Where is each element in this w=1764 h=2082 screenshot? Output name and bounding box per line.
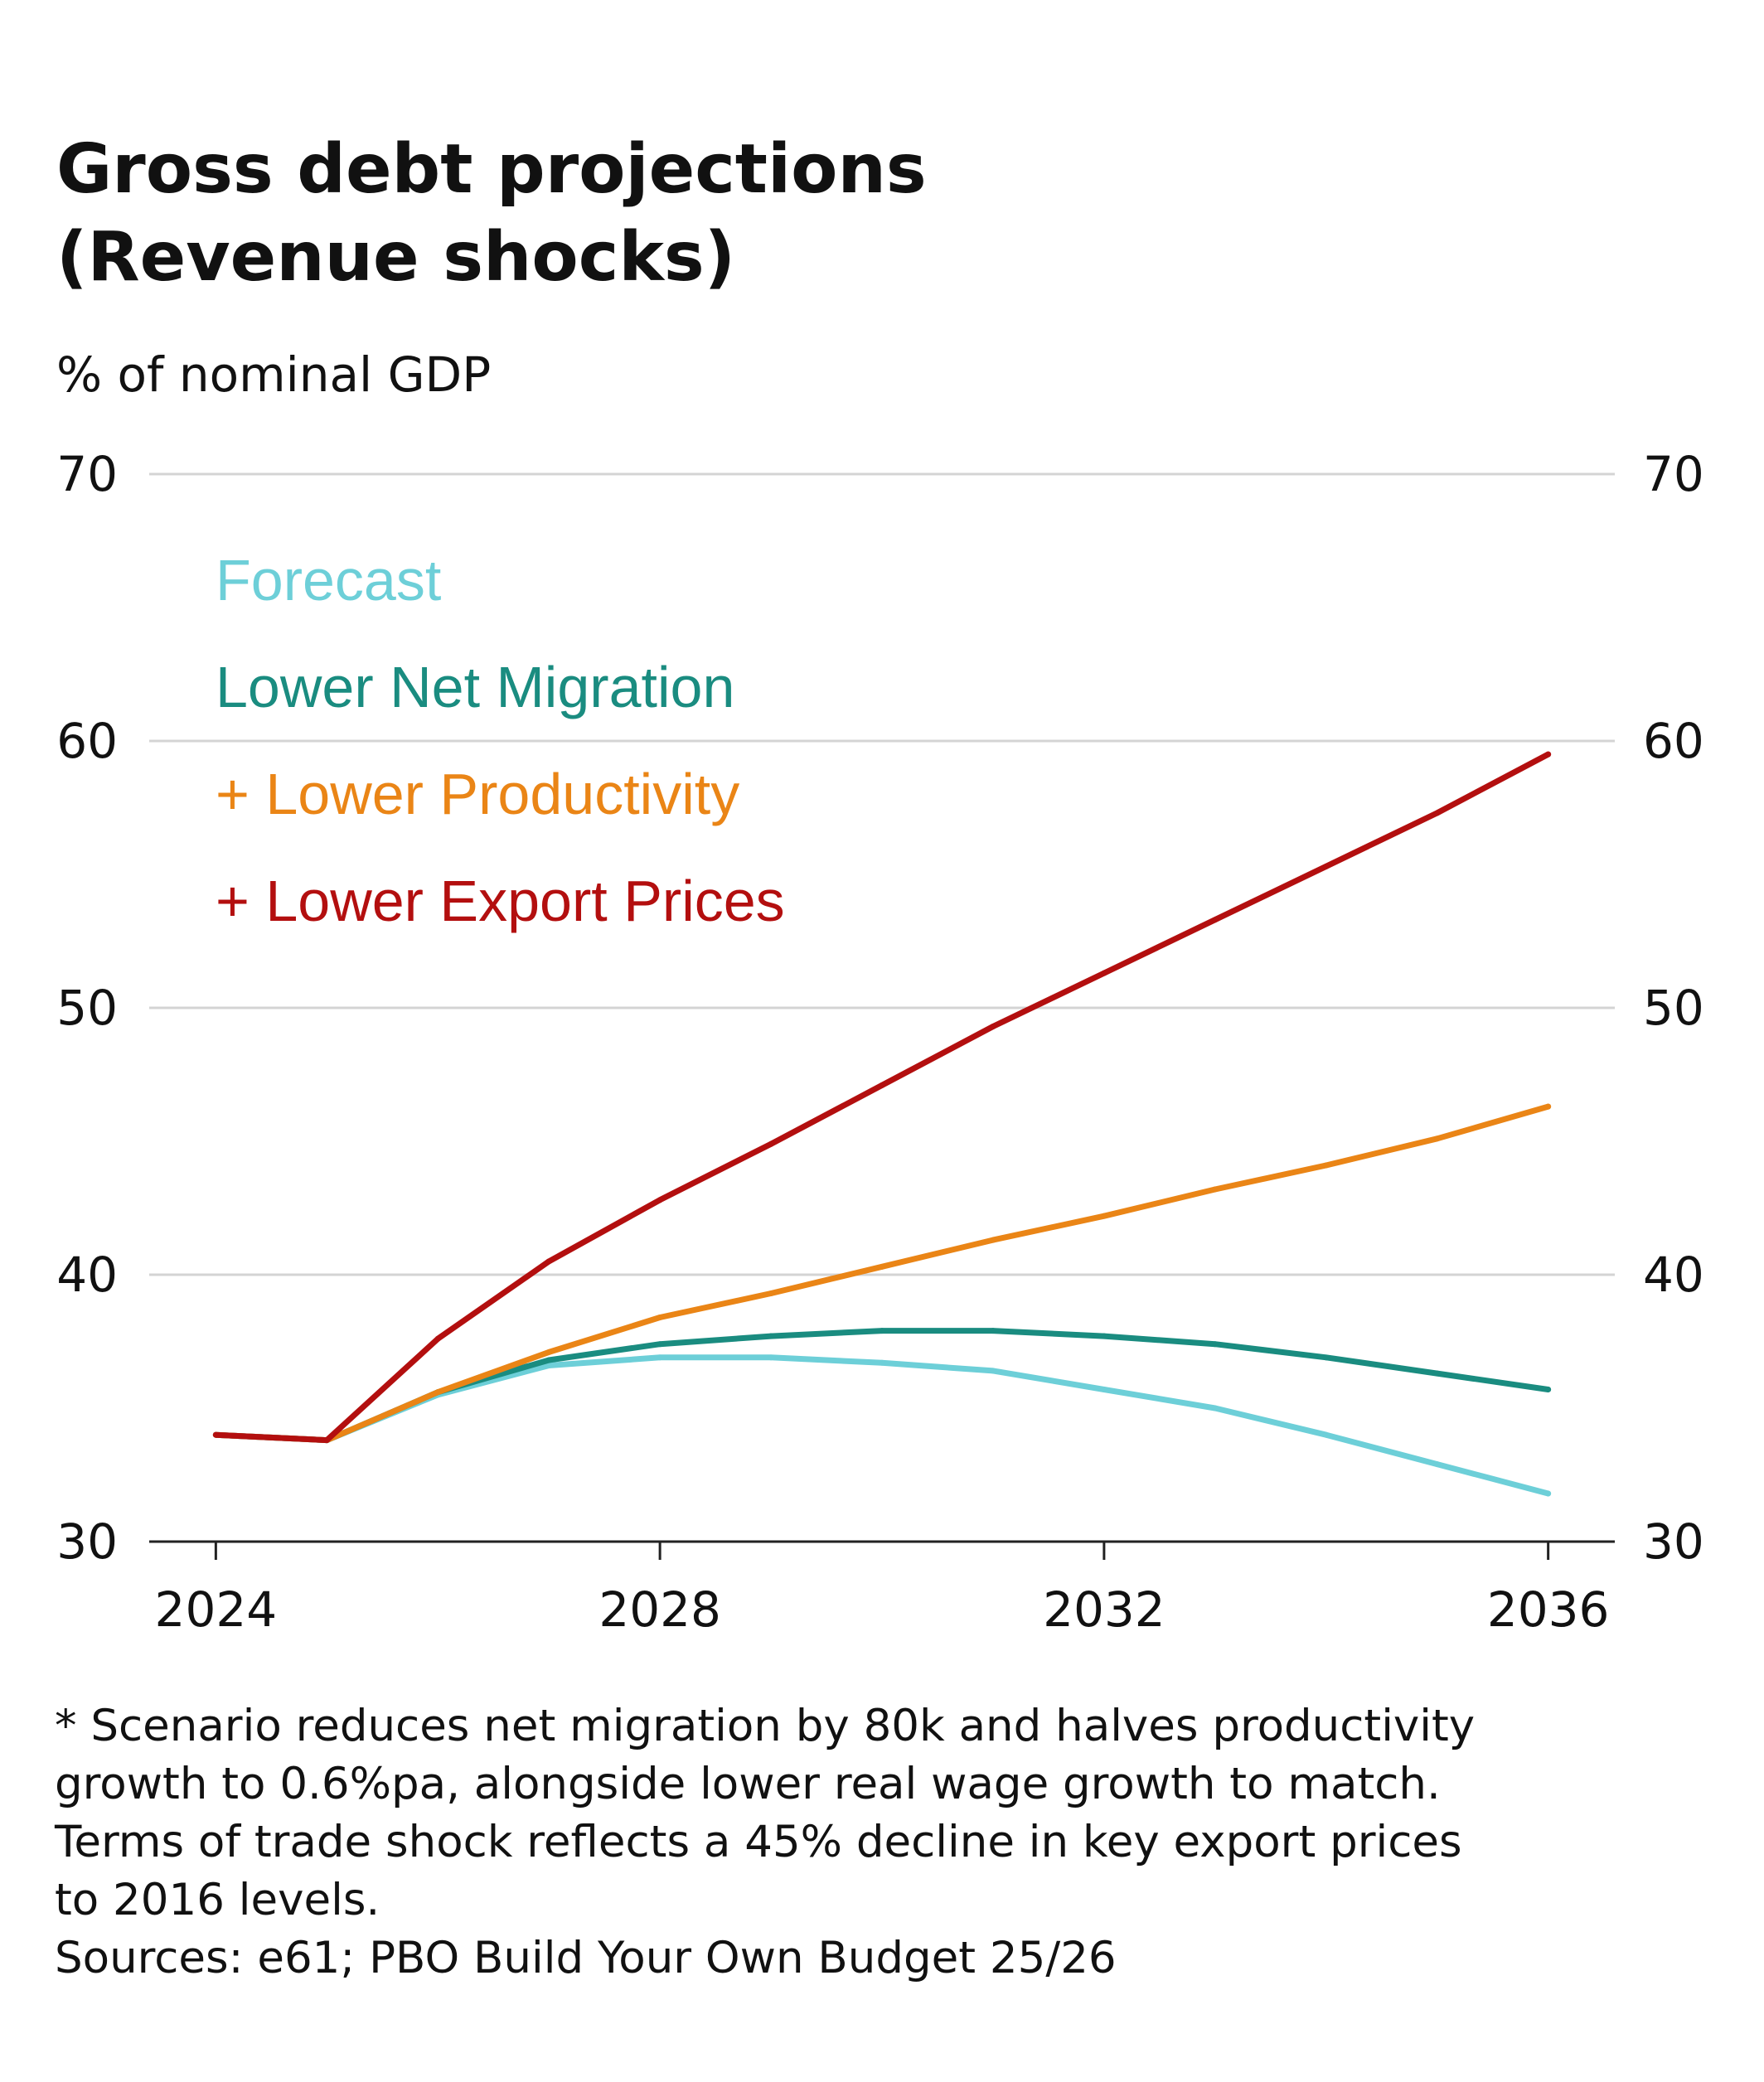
series-point-lower-net-migration-2035 (1434, 1370, 1441, 1377)
y-tick-right-70: 70 (1643, 446, 1704, 502)
x-tick-label-2024: 2024 (155, 1581, 278, 1638)
series-point-forecast-2029 (768, 1354, 774, 1361)
series-point-lower-productivity-2029 (768, 1290, 774, 1297)
series-point-forecast-2032 (1101, 1386, 1107, 1392)
series-point-forecast-2030 (879, 1359, 885, 1366)
y-tick-right-40: 40 (1643, 1247, 1704, 1303)
legend-entry-2: + Lower Productivity (216, 762, 739, 826)
legend-entry-0: Forecast (216, 548, 441, 612)
series-point-lower-productivity-2028 (657, 1315, 663, 1321)
footnote-line-2: growth to 0.6%pa, alongside lower real w… (55, 1759, 1441, 1809)
chart-title-line-2: (Revenue shocks) (56, 218, 735, 297)
series-point-lower-net-migration-2031 (990, 1328, 996, 1334)
series-point-lower-export-prices-2030 (879, 1082, 885, 1088)
y-tick-left-70: 70 (56, 446, 118, 502)
series-point-lower-net-migration-2032 (1101, 1333, 1107, 1339)
series-point-lower-export-prices-2025 (323, 1437, 330, 1444)
y-tick-right-30: 30 (1643, 1513, 1704, 1570)
series-point-lower-export-prices-2032 (1101, 970, 1107, 976)
series-point-lower-productivity-2027 (545, 1348, 552, 1355)
footnotes: * Scenario reduces net migration by 80k … (54, 1701, 1475, 1983)
x-axis: 2024 2028 2032 2036 (149, 1540, 1615, 1638)
series-point-lower-productivity-2036 (1545, 1103, 1552, 1110)
x-tick-label-2036: 2036 (1487, 1581, 1610, 1638)
series-point-lower-productivity-2035 (1434, 1135, 1441, 1142)
series-point-lower-export-prices-2024 (212, 1431, 219, 1438)
y-tick-right-60: 60 (1643, 713, 1704, 769)
series-point-lower-export-prices-2034 (1323, 863, 1330, 869)
sources-line: Sources: e61; PBO Build Your Own Budget … (55, 1933, 1117, 1983)
series-point-forecast-2034 (1323, 1431, 1330, 1438)
footnote-line-3: Terms of trade shock reflects a 45% decl… (54, 1817, 1462, 1867)
legend: Forecast Lower Net Migration + Lower Produ… (216, 548, 785, 933)
y-tick-labels-left: 30 40 50 60 70 (56, 446, 118, 1570)
series-point-forecast-2033 (1212, 1405, 1219, 1411)
y-tick-left-40: 40 (56, 1247, 118, 1303)
series-point-lower-net-migration-2030 (879, 1328, 885, 1334)
y-tick-left-30: 30 (56, 1513, 118, 1570)
series-point-lower-productivity-2032 (1101, 1213, 1107, 1219)
series-point-lower-export-prices-2036 (1545, 751, 1552, 758)
series-line-lower-productivity (212, 1103, 1552, 1444)
series-point-lower-productivity-2034 (1323, 1162, 1330, 1169)
series-point-forecast-2036 (1545, 1490, 1552, 1497)
series-line-forecast (212, 1354, 1552, 1497)
series-point-lower-productivity-2031 (990, 1237, 996, 1243)
series-point-lower-net-migration-2027 (545, 1357, 552, 1363)
series-point-lower-net-migration-2029 (768, 1333, 774, 1339)
series-layer (212, 751, 1552, 1497)
series-point-forecast-2031 (990, 1368, 996, 1374)
series-point-lower-net-migration-2036 (1545, 1386, 1552, 1392)
y-tick-left-50: 50 (56, 980, 118, 1036)
series-point-lower-export-prices-2031 (990, 1024, 996, 1030)
series-line-lower-export-prices (212, 751, 1552, 1444)
series-point-forecast-2027 (545, 1362, 552, 1368)
series-point-lower-net-migration-2033 (1212, 1341, 1219, 1348)
legend-entry-1: Lower Net Migration (216, 655, 734, 719)
footnote-line-4: to 2016 levels. (55, 1875, 380, 1925)
grid-layer (149, 472, 1615, 1276)
series-point-lower-export-prices-2035 (1434, 810, 1441, 816)
series-point-lower-productivity-2033 (1212, 1186, 1219, 1193)
series-point-lower-export-prices-2027 (545, 1258, 552, 1265)
x-tick-label-2032: 2032 (1043, 1581, 1166, 1638)
x-tick-label-2028: 2028 (598, 1581, 721, 1638)
chart-title-line-1: Gross debt projections (56, 130, 927, 209)
footnote-line-1: * Scenario reduces net migration by 80k … (55, 1701, 1475, 1751)
y-tick-left-60: 60 (56, 713, 118, 769)
series-line-lower-net-migration (212, 1328, 1552, 1444)
series-point-lower-export-prices-2033 (1212, 917, 1219, 923)
series-point-forecast-2035 (1434, 1461, 1441, 1468)
y-tick-right-50: 50 (1643, 980, 1704, 1036)
series-point-lower-productivity-2026 (434, 1389, 441, 1396)
series-point-lower-net-migration-2028 (657, 1341, 663, 1348)
series-point-lower-productivity-2030 (879, 1263, 885, 1270)
series-point-lower-export-prices-2026 (434, 1335, 441, 1342)
series-point-lower-net-migration-2034 (1323, 1354, 1330, 1361)
series-point-forecast-2028 (657, 1354, 663, 1361)
y-axis-label: % of nominal GDP (56, 346, 491, 403)
y-tick-labels-right: 30 40 50 60 70 (1643, 446, 1704, 1570)
series-point-lower-export-prices-2028 (657, 1197, 663, 1203)
series-point-lower-export-prices-2029 (768, 1140, 774, 1147)
legend-entry-3: + Lower Export Prices (216, 869, 785, 933)
